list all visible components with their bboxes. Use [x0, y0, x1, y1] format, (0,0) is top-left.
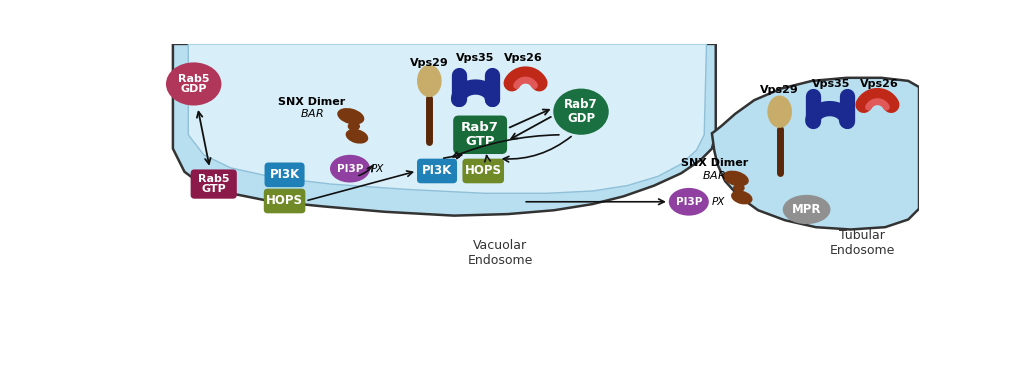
Text: Vps35: Vps35	[457, 53, 495, 63]
Ellipse shape	[733, 184, 744, 193]
Ellipse shape	[731, 190, 753, 205]
Text: $\it{BAR}$: $\it{BAR}$	[702, 169, 726, 181]
Text: PI3K: PI3K	[422, 164, 453, 178]
Ellipse shape	[330, 155, 370, 183]
Ellipse shape	[553, 89, 608, 135]
Ellipse shape	[669, 188, 709, 216]
Text: PX: PX	[712, 197, 725, 207]
Ellipse shape	[166, 62, 221, 105]
FancyBboxPatch shape	[190, 169, 237, 199]
Ellipse shape	[767, 96, 792, 128]
Text: SNX Dimer: SNX Dimer	[278, 97, 345, 107]
Text: Rab5
GDP: Rab5 GDP	[178, 74, 210, 94]
FancyBboxPatch shape	[264, 189, 305, 213]
Ellipse shape	[417, 65, 441, 97]
Text: PI3P: PI3P	[337, 164, 364, 173]
Text: Rab7
GDP: Rab7 GDP	[564, 98, 598, 125]
FancyBboxPatch shape	[463, 158, 504, 183]
Text: Vps26: Vps26	[504, 53, 543, 63]
Text: MPR: MPR	[792, 203, 821, 216]
Ellipse shape	[348, 122, 360, 131]
FancyBboxPatch shape	[454, 116, 507, 154]
Text: Rab5
GTP: Rab5 GTP	[198, 173, 229, 194]
Ellipse shape	[346, 129, 369, 143]
PathPatch shape	[712, 78, 920, 229]
Text: Vps29: Vps29	[760, 85, 799, 95]
Text: Rab7
GTP: Rab7 GTP	[461, 121, 499, 148]
Text: $\it{BAR}$: $\it{BAR}$	[300, 107, 324, 119]
Ellipse shape	[782, 195, 830, 224]
Text: PI3P: PI3P	[676, 197, 702, 207]
FancyBboxPatch shape	[264, 163, 304, 187]
Text: Tubular
Endosome: Tubular Endosome	[829, 229, 895, 257]
Ellipse shape	[337, 108, 365, 124]
FancyBboxPatch shape	[417, 158, 457, 183]
Text: Vps29: Vps29	[410, 58, 449, 68]
Ellipse shape	[723, 171, 749, 186]
Text: HOPS: HOPS	[266, 194, 303, 208]
PathPatch shape	[173, 44, 716, 216]
PathPatch shape	[188, 44, 707, 193]
Text: HOPS: HOPS	[465, 164, 502, 178]
Text: Vps26: Vps26	[859, 79, 898, 89]
Text: Vps35: Vps35	[812, 79, 851, 89]
Text: SNX Dimer: SNX Dimer	[681, 158, 748, 168]
Text: Vacuolar
Endosome: Vacuolar Endosome	[468, 239, 532, 267]
Text: PI3K: PI3K	[269, 168, 300, 181]
Text: PX: PX	[371, 164, 384, 173]
